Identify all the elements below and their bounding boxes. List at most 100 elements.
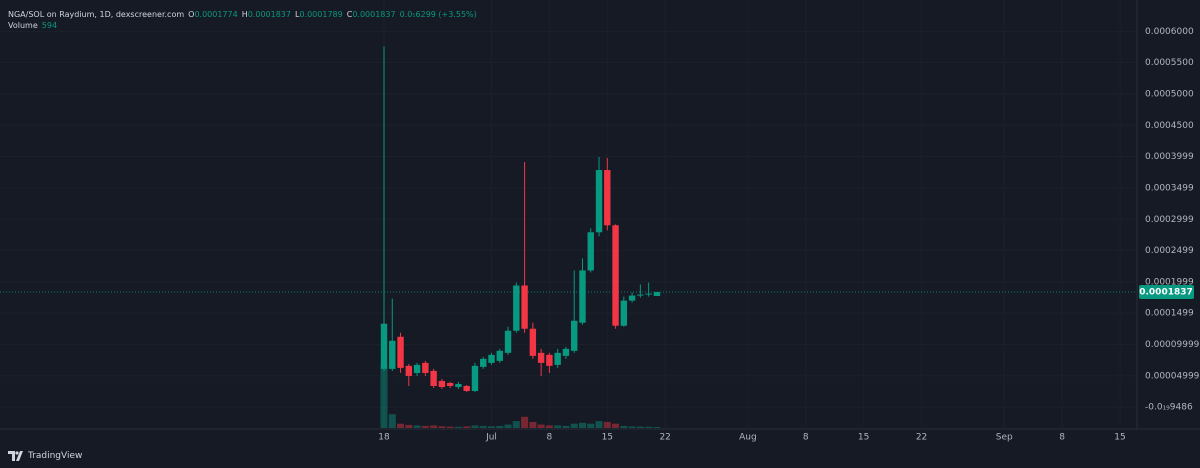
x-tick-label: 8 [547, 433, 553, 443]
volume-bar [645, 426, 653, 428]
y-tick-label: 0.0005000 [1145, 89, 1194, 99]
l-label: L [294, 10, 300, 19]
x-tick-label: 15 [602, 433, 613, 443]
volume-bar [595, 421, 603, 428]
l-value: 0.0001789 [299, 10, 343, 19]
candle-body [637, 294, 644, 296]
candle-body [529, 328, 537, 356]
volume-bar [488, 426, 496, 428]
ohlc-row: NGA/SOL on Raydium, 1D, dexscreener.com … [8, 9, 477, 20]
volume-bar [430, 425, 438, 428]
volume-bar [380, 366, 388, 428]
volume-bar [603, 421, 611, 428]
ohlc: H0.0001837 [242, 9, 291, 20]
candle-body [546, 354, 553, 366]
volume-bar [397, 423, 405, 428]
x-tick-label: 8 [803, 433, 809, 443]
candle-body [496, 350, 503, 361]
y-tick-label: -0.0₁₉9486 [1145, 403, 1193, 413]
brand-name: TradingView [28, 451, 83, 461]
candle-body [579, 270, 586, 323]
candle-body [504, 330, 512, 353]
o-value: 0.0001774 [194, 10, 238, 19]
candle-body [653, 292, 661, 296]
volume-value: 594 [41, 21, 58, 30]
volume-bar [636, 426, 644, 428]
candle-body [521, 285, 528, 329]
candle-body [645, 293, 652, 295]
volume-bar [628, 426, 636, 428]
ohlc: C0.0001837 [347, 9, 396, 20]
candle-body [612, 225, 619, 326]
ohlc: O0.0001774 [188, 9, 238, 20]
volume-bar [612, 423, 620, 428]
volume-bar [388, 414, 396, 428]
volume-bar [562, 425, 570, 428]
volume-bar [521, 416, 529, 428]
candle-body [554, 352, 561, 365]
y-tick-label: 0.0001499 [1145, 309, 1194, 319]
volume-bar [463, 426, 471, 428]
y-tick-label: 0.0006000 [1145, 27, 1194, 37]
y-tick-label: 0.00004999 [1145, 371, 1200, 381]
candle-body [380, 323, 388, 369]
candle-body [422, 362, 429, 373]
candle-body [430, 370, 437, 386]
branding: TradingView [8, 451, 82, 461]
x-tick-label: 15 [1114, 433, 1125, 443]
ohlc: L0.0001789 [295, 9, 343, 20]
y-tick-label: 0.0003999 [1145, 152, 1194, 162]
candle-body [628, 295, 636, 301]
candle-body [562, 348, 570, 356]
x-tick-label: Jul [485, 433, 497, 443]
volume-bar [496, 425, 504, 428]
candle-body [480, 358, 487, 367]
volume-bar [512, 421, 520, 428]
candle-body [604, 170, 611, 226]
h-label: H [241, 10, 248, 19]
h-value: 0.0001837 [247, 10, 291, 19]
change: 0.0₅6299 (+3.55%) [399, 10, 477, 19]
candle-body [455, 383, 462, 387]
last-price-label: 0.0001837 [1139, 288, 1193, 298]
volume-bar [620, 425, 628, 428]
volume-bar [454, 426, 462, 428]
logo [8, 451, 23, 461]
candle-body [413, 364, 421, 373]
volume-bar [446, 426, 454, 428]
c-value: 0.0001837 [352, 10, 396, 19]
o-label: O [188, 10, 195, 19]
volume-bar [537, 424, 545, 428]
candle-body [389, 340, 396, 369]
volume-bar [438, 426, 446, 428]
y-tick-label: 0.0002499 [1145, 246, 1194, 256]
candle-body [446, 382, 454, 386]
volume-bar [554, 425, 562, 428]
volume-bar [529, 421, 537, 428]
last-price-badge [1139, 285, 1194, 300]
volume-label: Volume [8, 21, 38, 30]
volume-bar [405, 424, 413, 428]
volume-bar [570, 423, 578, 428]
candle-body [571, 320, 578, 351]
candle-body [620, 300, 628, 326]
y-tick-label: 0.0004500 [1145, 121, 1194, 131]
volume-bar [479, 425, 487, 428]
x-tick-label: 18 [378, 433, 390, 443]
candle-body [471, 365, 479, 391]
x-tick-label: 15 [858, 433, 869, 443]
x-tick-label: 8 [1059, 433, 1065, 443]
candle-body [595, 170, 603, 233]
volume-bar [421, 425, 429, 428]
y-tick-label: 0.0005500 [1145, 58, 1194, 68]
y-tick-label: 0.0001999 [1145, 277, 1194, 287]
candle-body [397, 336, 404, 368]
symbol: NGA/SOL on Raydium, 1D, dexscreener.com [8, 10, 185, 19]
y-tick-label: 0.00009999 [1145, 340, 1200, 350]
candle-body [587, 232, 594, 271]
y-tick-label: 0.0002999 [1145, 215, 1194, 225]
volume-row: Volume 594 [8, 20, 477, 31]
